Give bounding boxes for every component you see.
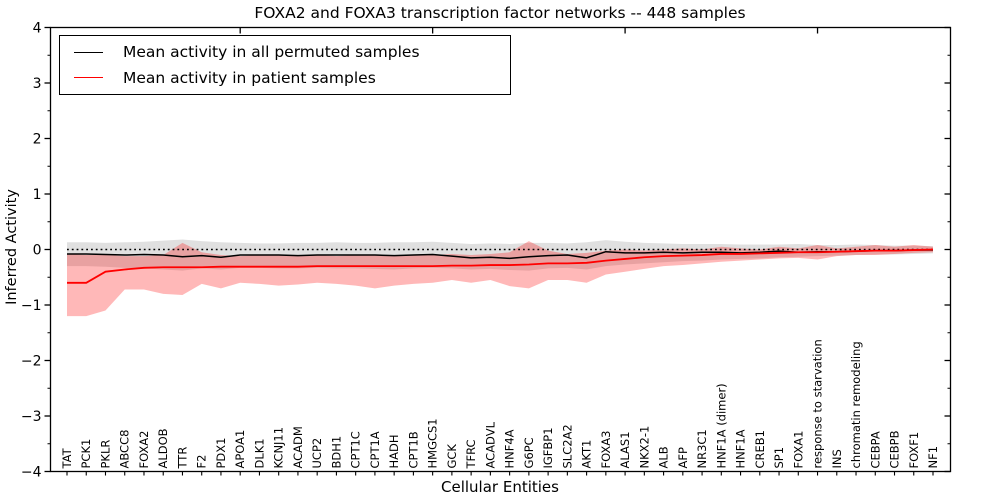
category-label: APOA1 xyxy=(233,430,247,469)
category-label: TFRC xyxy=(464,439,478,469)
permuted-confidence-band xyxy=(67,239,933,271)
patient-confidence-band xyxy=(67,241,933,317)
category-label: DLK1 xyxy=(252,438,266,468)
x-axis-label: Cellular Entities xyxy=(441,478,559,496)
y-tick-label: 2 xyxy=(33,132,42,148)
legend: Mean activity in all permuted samples Me… xyxy=(59,35,511,95)
y-axis-label: Inferred Activity xyxy=(4,189,20,305)
category-label: BDH1 xyxy=(329,436,343,469)
legend-label-patient: Mean activity in patient samples xyxy=(123,68,376,87)
category-label: TTR xyxy=(175,447,189,470)
category-label: KCNJ11 xyxy=(272,427,286,469)
category-label: ACADM xyxy=(291,426,305,468)
patient-mean-line xyxy=(67,248,934,284)
category-label: HNF1A xyxy=(734,429,748,468)
category-label: HNF1A (dimer) xyxy=(714,383,728,468)
category-label: SP1 xyxy=(772,447,786,469)
category-label: FOXA3 xyxy=(599,431,613,469)
category-label: HADH xyxy=(387,434,401,468)
category-label: NKX2-1 xyxy=(637,426,651,469)
legend-item-permuted: Mean activity in all permuted samples xyxy=(60,43,510,61)
category-label: CPT1A xyxy=(368,431,382,468)
category-label: CEBPA xyxy=(868,431,882,468)
category-label: ALB xyxy=(657,446,671,468)
category-label: FOXA1 xyxy=(791,431,805,469)
category-label: PKLR xyxy=(98,440,112,469)
y-tick-label: 0 xyxy=(33,243,42,259)
category-label: NR3C1 xyxy=(695,429,709,468)
category-label: CEBPB xyxy=(888,430,902,468)
category-label: GCK xyxy=(445,444,459,469)
legend-label-permuted: Mean activity in all permuted samples xyxy=(123,43,420,62)
category-label: ALAS1 xyxy=(618,431,632,468)
category-label: CREB1 xyxy=(753,430,767,469)
permuted-line-sample xyxy=(74,51,103,53)
category-label: response to starvation xyxy=(811,339,825,468)
y-tick-label: −3 xyxy=(21,409,42,425)
category-label: G6PC xyxy=(522,437,536,468)
category-label: chromatin remodeling xyxy=(849,341,863,468)
category-label: INS xyxy=(830,449,844,468)
category-label: ACADVL xyxy=(483,421,497,468)
category-label: FOXF1 xyxy=(907,432,921,469)
y-tick-label: 1 xyxy=(33,187,42,203)
y-tick-label: 3 xyxy=(33,76,42,92)
category-label: ALDOB xyxy=(156,428,170,468)
legend-item-patient: Mean activity in patient samples xyxy=(60,69,510,87)
category-label: AFP xyxy=(676,447,690,468)
category-label: AKT1 xyxy=(580,440,594,469)
category-label: ABCC8 xyxy=(118,430,132,469)
category-label: F2 xyxy=(195,455,209,469)
category-label: PDX1 xyxy=(214,438,228,469)
y-tick-label: −2 xyxy=(21,354,42,370)
category-label: NF1 xyxy=(926,446,940,469)
category-label: UCP2 xyxy=(310,438,324,469)
patient-line-sample xyxy=(74,77,103,79)
category-label: CPT1B xyxy=(406,431,420,468)
category-label: PCK1 xyxy=(79,439,93,469)
category-label: IGFBP1 xyxy=(541,427,555,468)
category-label: FOXA2 xyxy=(137,431,151,469)
category-label: SLC2A2 xyxy=(560,424,574,468)
y-tick-label: −4 xyxy=(21,465,42,481)
chart-title: FOXA2 and FOXA3 transcription factor net… xyxy=(254,4,746,22)
category-label: HMGCS1 xyxy=(426,418,440,468)
y-tick-label: −1 xyxy=(21,298,42,314)
category-label: CPT1C xyxy=(349,431,363,468)
category-label: HNF4A xyxy=(503,429,517,468)
y-tick-label: 4 xyxy=(33,21,42,37)
category-label: TAT xyxy=(60,447,74,469)
